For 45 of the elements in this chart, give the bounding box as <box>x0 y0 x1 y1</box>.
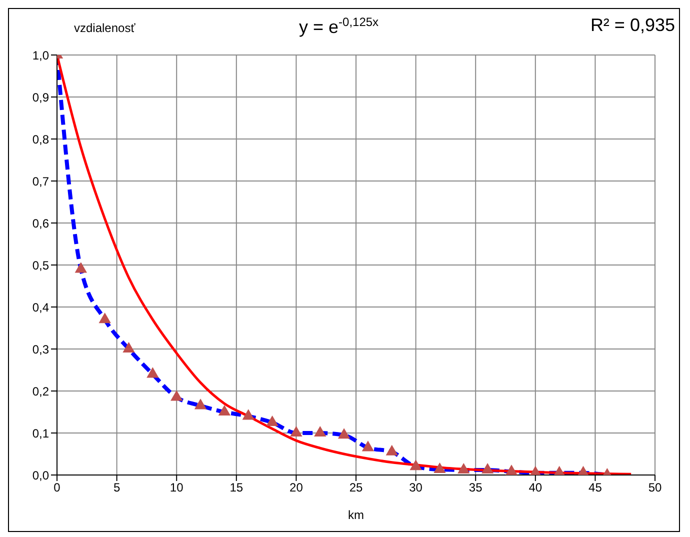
x-tick-label: 10 <box>170 480 184 495</box>
point <box>98 312 111 324</box>
point <box>194 398 207 410</box>
x-tick-label: 40 <box>528 480 542 495</box>
y-tick-label: 0,2 <box>32 384 50 398</box>
x-axis-title: km <box>348 508 364 522</box>
chart-title: vzdialenosť <box>74 21 136 35</box>
y-tick-label: 0,9 <box>32 90 50 104</box>
point <box>74 262 87 273</box>
x-tick-label: 50 <box>648 480 662 495</box>
point <box>481 462 494 474</box>
y-tick-label: 0,5 <box>32 258 50 272</box>
x-tick-label: 0 <box>54 480 61 495</box>
text: y = e$^{-0,125x}$ <box>299 15 379 38</box>
x-tick-label: 45 <box>588 480 602 495</box>
point <box>266 415 278 426</box>
y-tick-label: 0,3 <box>32 342 50 356</box>
y-tick-label: 0,0 <box>32 468 50 482</box>
y-tick-label: 0,1 <box>32 426 50 440</box>
x-tick-label: 35 <box>468 480 483 495</box>
x-tick-label: 20 <box>290 480 304 495</box>
point <box>146 367 159 378</box>
point <box>242 409 254 420</box>
y-tick-label: 0,7 <box>32 174 50 188</box>
x-tick-label: 30 <box>409 480 423 495</box>
point <box>338 428 350 439</box>
point <box>505 464 518 475</box>
text: R² = 0,935 <box>590 15 675 36</box>
point <box>290 426 302 437</box>
point <box>386 444 398 456</box>
y-tick-label: 0,8 <box>32 132 50 146</box>
point <box>170 390 183 401</box>
y-tick-label: 1,0 <box>32 48 50 62</box>
point <box>122 342 135 353</box>
point <box>410 460 422 470</box>
point <box>218 404 231 416</box>
x-tick-label: 5 <box>113 480 120 495</box>
point <box>458 462 470 474</box>
point <box>314 426 326 437</box>
y-tick-label: 0,4 <box>32 300 50 314</box>
point <box>362 440 374 452</box>
y-tick-label: 0,6 <box>32 216 50 230</box>
x-tick-label: 15 <box>230 480 244 495</box>
x-tick-label: 25 <box>349 480 363 495</box>
point <box>434 462 446 474</box>
